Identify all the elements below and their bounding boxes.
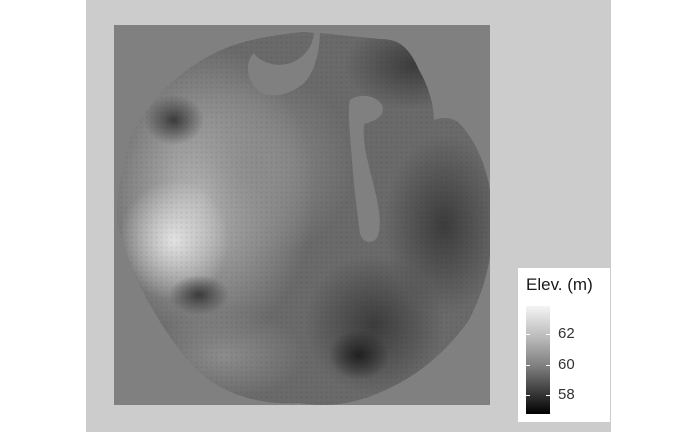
legend-title: Elev. (m) [526,275,593,294]
legend-tick-mark [546,364,550,366]
legend: Elev. (m) 62 60 58 [518,268,610,422]
elevation-raster [116,32,490,405]
legend-tick-mark [546,395,550,397]
legend-tick-label: 60 [558,355,575,373]
legend-tick-mark [526,333,530,335]
legend-tick-label: 62 [558,324,575,342]
legend-colorbar [526,306,550,414]
legend-tick-mark [526,395,530,397]
legend-tick-mark [546,333,550,335]
legend-tick-label: 58 [558,386,575,404]
legend-tick-mark [526,364,530,366]
